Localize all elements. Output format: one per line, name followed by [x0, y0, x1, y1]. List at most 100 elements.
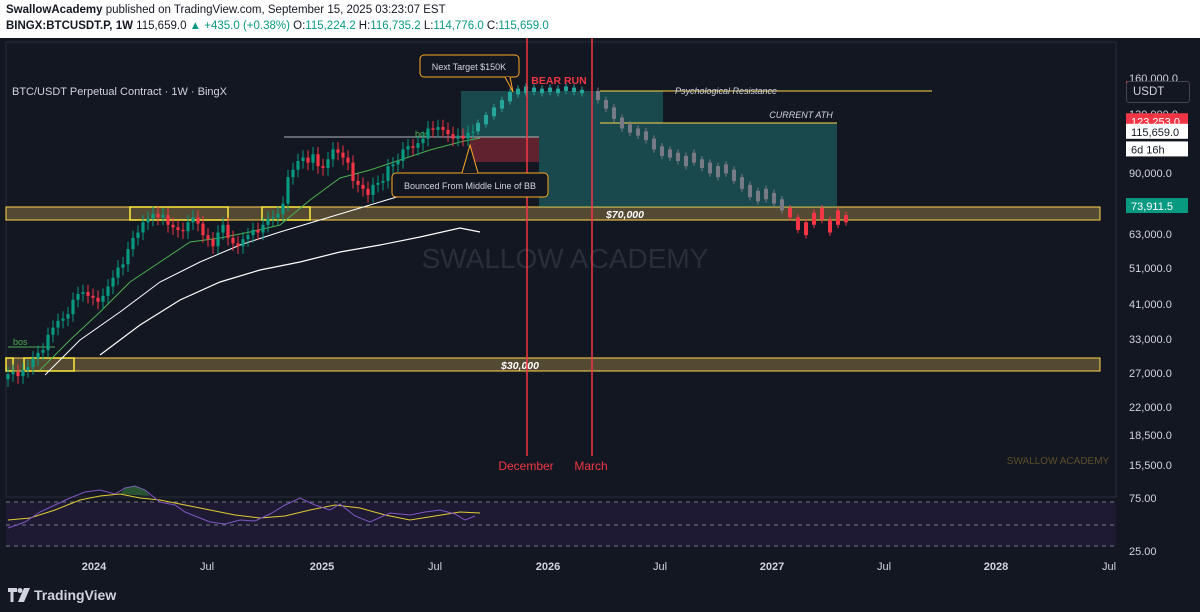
candle-body: [251, 229, 255, 236]
high-value: 116,735.2: [370, 20, 421, 32]
candle-body: [206, 235, 210, 240]
time-axis[interactable]: 2024 Jul 2025 Jul 2026 Jul 2027 Jul 2028 Jul: [82, 561, 1116, 573]
zone-30k-label: $30,000: [500, 360, 539, 372]
candle-body: [441, 127, 445, 130]
projection-body: [732, 169, 736, 181]
projection-body: [788, 208, 792, 218]
next-target-callout[interactable]: [419, 54, 520, 78]
zone-70k-label: $70,000: [605, 209, 644, 221]
bounced-pointer: [461, 143, 479, 174]
bounced-text: Bounced From Middle Line of BB: [404, 181, 536, 191]
candle-body: [331, 149, 335, 160]
candle-body: [166, 215, 170, 225]
projection-body: [516, 88, 520, 95]
close-value: 115,659.0: [498, 20, 549, 32]
projection-body: [716, 166, 720, 178]
low-value: 114,776.0: [433, 20, 484, 32]
watermark-small: SWALLOW ACADEMY: [1007, 456, 1110, 467]
time-tick-label: Jul: [428, 561, 442, 573]
candle-body: [46, 334, 50, 351]
candle-body: [66, 314, 70, 319]
up-arrow-icon: ▲: [189, 20, 202, 32]
projection-body: [644, 131, 648, 141]
projection-body: [484, 114, 488, 125]
candle-body: [196, 217, 200, 224]
projection-body: [836, 210, 840, 225]
projection-body: [812, 212, 816, 225]
sma-long: [99, 227, 481, 356]
projection-body: [844, 215, 848, 223]
price-tick-label: 27,000.0: [1129, 368, 1172, 380]
psych-resistance-label: Psychological Resistance: [675, 86, 777, 96]
projection-body: [580, 89, 584, 94]
main-pane-border: [5, 41, 1117, 498]
projection-group: [476, 83, 848, 239]
open-value: 115,224.2: [305, 20, 356, 32]
projection-body: [740, 177, 744, 189]
zone-30k[interactable]: [5, 357, 1101, 372]
candle-body: [431, 128, 435, 130]
price-change: +435.0 (+0.38%): [204, 20, 290, 32]
candle-body: [471, 131, 475, 133]
author-name[interactable]: SwallowAcademy: [6, 4, 103, 16]
zone-70k[interactable]: [5, 206, 1101, 221]
candle-body: [111, 277, 115, 287]
price-tick-label: 41,000.0: [1129, 299, 1172, 311]
candle-body: [271, 217, 275, 219]
projection-box-red: [470, 137, 539, 162]
price-tick-label: 51,000.0: [1129, 263, 1172, 275]
candle-body: [16, 371, 20, 377]
rsi-25-label: 25.00: [1129, 546, 1157, 558]
projection-body: [780, 199, 784, 211]
candle-body: [21, 369, 25, 377]
candle-body: [436, 127, 440, 130]
candle-body: [391, 164, 395, 167]
projection-body: [668, 149, 672, 158]
candle-body: [221, 224, 225, 233]
candle-body: [86, 292, 90, 296]
projection-box-left: [461, 123, 539, 137]
candle-body: [241, 239, 245, 247]
candle-body: [301, 157, 305, 161]
candle-body: [216, 232, 220, 247]
candle-body: [456, 135, 460, 139]
projection-body: [676, 152, 680, 161]
price-badge-text: 6d 16h: [1131, 144, 1165, 156]
candle-body: [351, 162, 355, 181]
footer: TradingView: [0, 580, 1200, 612]
candle-body: [31, 358, 35, 367]
published-text: published on TradingView.com, September …: [105, 4, 446, 16]
candle-body: [141, 222, 145, 233]
candle-body: [41, 350, 45, 353]
candle-body: [361, 184, 365, 189]
rsi-pane[interactable]: [6, 502, 1116, 546]
price-tick-label: 63,000.0: [1129, 229, 1172, 241]
currency-button[interactable]: USDT: [1126, 81, 1190, 103]
time-tick-label: Jul: [653, 561, 667, 573]
candle-body: [401, 149, 405, 161]
tradingview-logo[interactable]: TradingView: [8, 587, 116, 603]
chart-area[interactable]: SWALLOW ACADEMY SWALLOW ACADEMY $70,000 …: [0, 38, 1200, 580]
projection-body: [660, 146, 664, 156]
bb-middle: [39, 137, 481, 371]
candle-body: [121, 264, 125, 268]
candle-body: [191, 217, 195, 223]
projection-body: [636, 128, 640, 136]
projection-body: [540, 88, 544, 94]
chart-svg[interactable]: SWALLOW ACADEMY SWALLOW ACADEMY $70,000 …: [0, 38, 1200, 580]
open-label: O:: [293, 20, 306, 32]
price-tick-label: 90,000.0: [1129, 168, 1172, 180]
candle-body: [236, 243, 240, 247]
candle-body: [51, 327, 55, 335]
ath-label: CURRENT ATH: [769, 110, 833, 120]
rsi-75-label: 75.00: [1129, 493, 1157, 505]
candle-body: [186, 222, 190, 232]
candle-body: [126, 249, 130, 265]
projection-body: [604, 100, 608, 109]
time-tick-label: 2028: [984, 561, 1008, 573]
candles-group[interactable]: [6, 119, 475, 387]
time-tick-label: 2024: [82, 561, 107, 573]
candle-body: [211, 239, 215, 247]
ohlc-line: BINGX:BTCUSDT.P, 1W 115,659.0 ▲ +435.0 (…: [6, 20, 549, 32]
projection-body: [820, 208, 824, 220]
